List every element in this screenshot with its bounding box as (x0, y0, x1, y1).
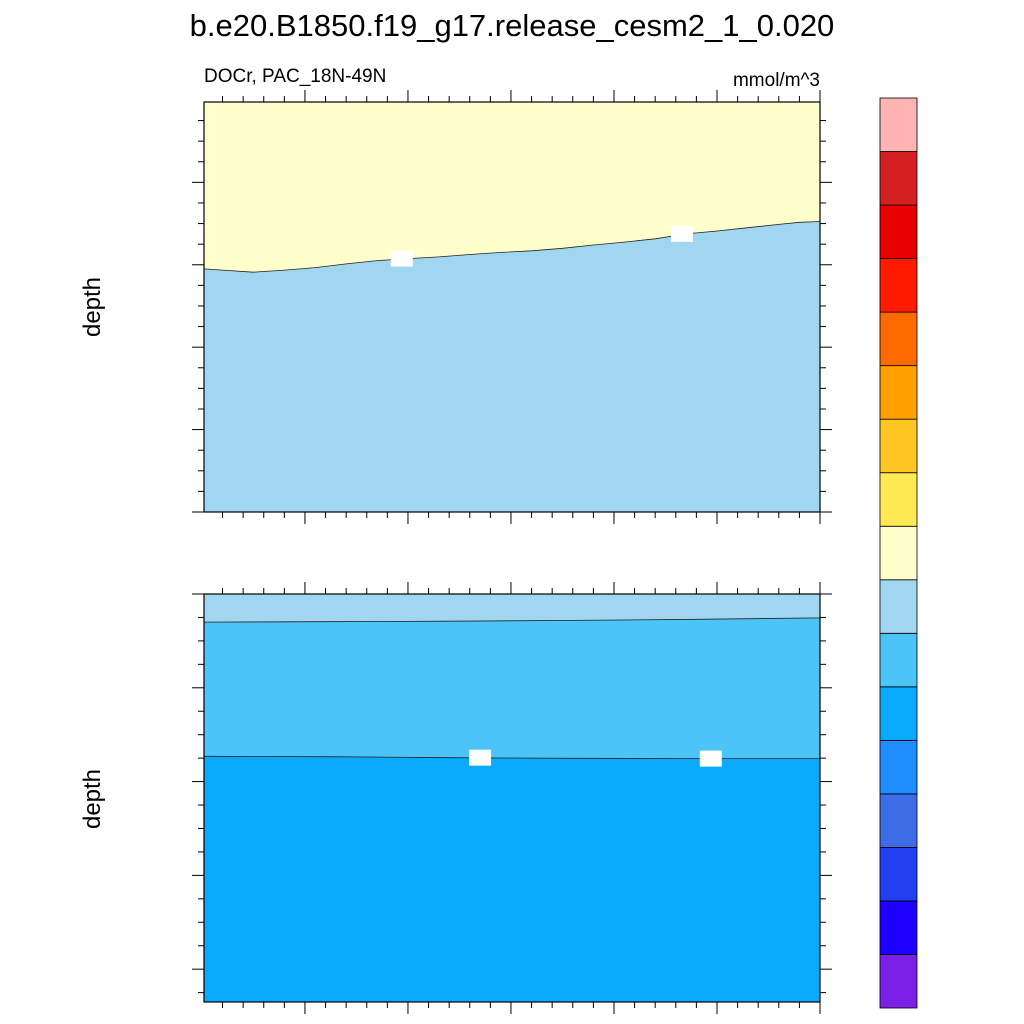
colorbar-swatch (879, 97, 918, 152)
contour-label-box (390, 250, 413, 267)
colorbar-swatch (879, 204, 918, 259)
colorbar-swatch (879, 793, 918, 848)
colorbar-swatch (879, 525, 918, 581)
figure-title: b.e20.B1850.f19_g17.release_cesm2_1_0.02… (190, 8, 835, 43)
upper-plot-area (192, 90, 832, 524)
colorbar-swatch (879, 418, 918, 474)
upper-panel: DOCr, PAC_18N-49N mmol/m^3 depth (79, 66, 832, 524)
upper-y-axis-label: depth (79, 277, 106, 337)
panel-units-label: mmol/m^3 (733, 70, 820, 91)
colorbar-swatch (879, 579, 918, 634)
colorbar-swatch (879, 739, 918, 795)
panel-left-label: DOCr, PAC_18N-49N (204, 66, 386, 87)
colorbar-swatch (879, 258, 918, 313)
colorbar (879, 97, 918, 1009)
contour-line-22 (203, 221, 821, 273)
colorbar-swatch (879, 151, 918, 206)
contour-label-box (670, 225, 693, 242)
colorbar-swatch (879, 472, 918, 527)
contour-line-21 (203, 617, 821, 623)
contour-fill-region (204, 102, 820, 273)
lower-y-axis-label: depth (79, 769, 106, 829)
plot-frame (203, 101, 821, 513)
contour-label-box (699, 750, 722, 767)
colorbar-swatch (879, 365, 918, 420)
colorbar-swatch (879, 632, 918, 688)
contour-fill-region (204, 756, 820, 1002)
lower-plot-area (192, 582, 832, 1014)
colorbar-swatch (879, 686, 918, 741)
colorbar-swatch (879, 847, 918, 902)
colorbar-swatch (879, 954, 918, 1009)
colorbar-swatch (879, 900, 918, 955)
plot-frame (203, 593, 821, 1003)
contour-label-box (469, 749, 492, 766)
colorbar-swatch (879, 311, 918, 367)
lower-panel: depth (79, 582, 832, 1014)
